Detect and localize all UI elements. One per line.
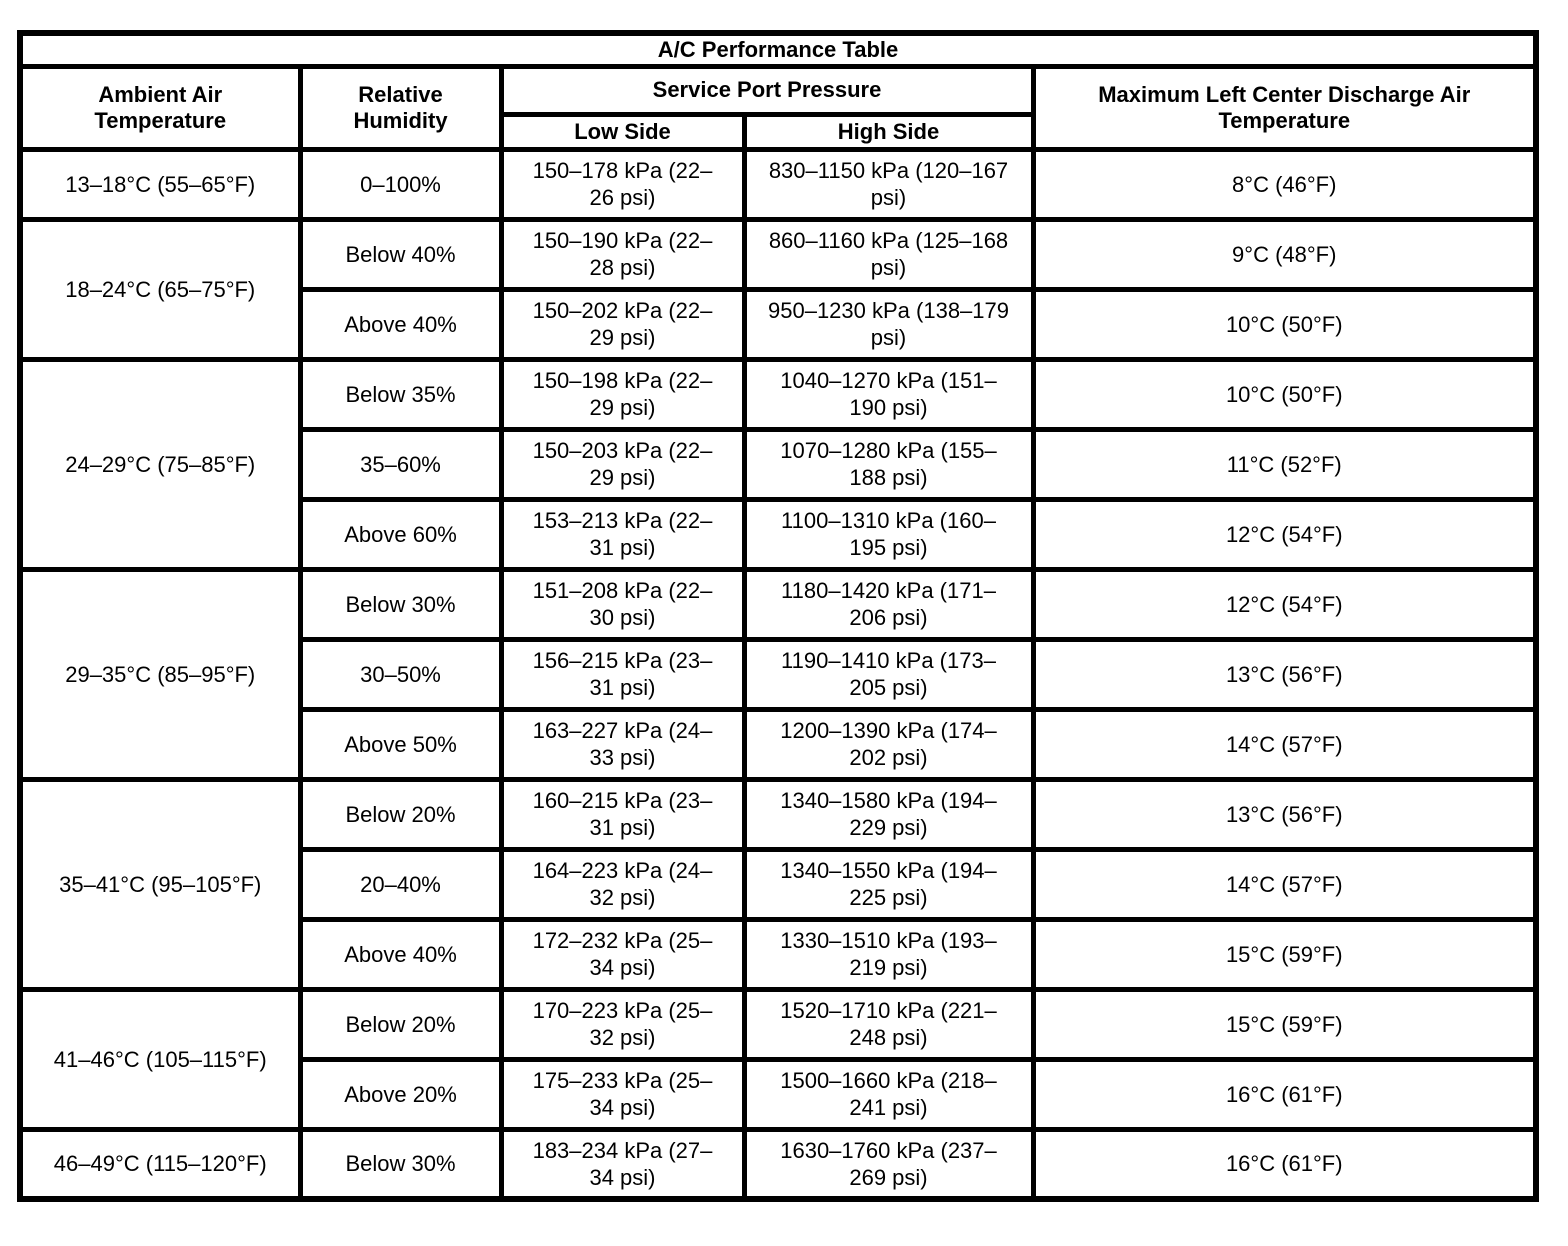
table-body: 13–18°C (55–65°F) 0–100% 150–178 kPa (22– … xyxy=(17,146,1539,1202)
low-side-pressure-cell: 150–190 kPa (22– 28 psi) xyxy=(498,216,747,292)
ambient-temperature-cell: 29–35°C (85–95°F) xyxy=(17,566,303,782)
header-row-top: Ambient Air Temperature Relative Humidit… xyxy=(17,63,1539,152)
discharge-temperature-cell: 10°C (50°F) xyxy=(1030,356,1539,432)
high-side-pressure-cell: 1180–1420 kPa (171– 206 psi) xyxy=(741,566,1036,642)
ambient-temperature-cell: 18–24°C (65–75°F) xyxy=(17,216,303,362)
high-side-pressure-cell: 1070–1280 kPa (155– 188 psi) xyxy=(741,426,1036,502)
relative-humidity-cell: Below 30% xyxy=(297,1126,504,1202)
header-max-discharge-temperature: Maximum Left Center Discharge Air Temper… xyxy=(1030,63,1539,152)
relative-humidity-cell: Above 40% xyxy=(297,916,504,992)
relative-humidity-cell: 20–40% xyxy=(297,846,504,922)
discharge-temperature-cell: 10°C (50°F) xyxy=(1030,286,1539,362)
high-side-pressure-cell: 1190–1410 kPa (173– 205 psi) xyxy=(741,636,1036,712)
discharge-temperature-cell: 14°C (57°F) xyxy=(1030,706,1539,782)
low-side-pressure-cell: 183–234 kPa (27– 34 psi) xyxy=(498,1126,747,1202)
table-row: 18–24°C (65–75°F) Below 40% 150–190 kPa (2… xyxy=(17,216,1539,362)
high-side-pressure-cell: 1340–1580 kPa (194– 229 psi) xyxy=(741,776,1036,852)
header-row-sub: Low Side High Side xyxy=(20,111,1536,152)
relative-humidity-cell: Below 30% xyxy=(297,566,504,642)
high-side-pressure-cell: 860–1160 kPa (125–168 psi) xyxy=(741,216,1036,292)
relative-humidity-cell: Above 20% xyxy=(297,1056,504,1132)
low-side-pressure-cell: 150–198 kPa (22– 29 psi) xyxy=(498,356,747,432)
table-row: Above 40% 172–232 kPa (25– 34 psi) 1330–15… xyxy=(20,916,1539,992)
low-side-pressure-cell: 164–223 kPa (24– 32 psi) xyxy=(498,846,747,922)
table-row: Above 40% 150–202 kPa (22– 29 psi) 950–123… xyxy=(20,286,1539,362)
high-side-pressure-cell: 1200–1390 kPa (174– 202 psi) xyxy=(741,706,1036,782)
high-side-pressure-cell: 950–1230 kPa (138–179 psi) xyxy=(741,286,1036,362)
header-high-side: High Side xyxy=(741,111,1036,152)
high-side-pressure-cell: 1340–1550 kPa (194– 225 psi) xyxy=(741,846,1036,922)
header-low-side: Low Side xyxy=(498,111,747,152)
relative-humidity-cell: Above 50% xyxy=(297,706,504,782)
table-row: 13–18°C (55–65°F) 0–100% 150–178 kPa (22– … xyxy=(17,146,1539,222)
relative-humidity-cell: 35–60% xyxy=(297,426,504,502)
title-row: A/C Performance Table xyxy=(17,30,1539,69)
discharge-temperature-cell: 14°C (57°F) xyxy=(1030,846,1539,922)
header-service-port-pressure: Service Port Pressure xyxy=(498,63,1036,117)
high-side-pressure-cell: 1500–1660 kPa (218– 241 psi) xyxy=(741,1056,1036,1132)
relative-humidity-cell: Above 40% xyxy=(297,286,504,362)
low-side-pressure-cell: 170–223 kPa (25– 32 psi) xyxy=(498,986,747,1062)
low-side-pressure-cell: 163–227 kPa (24– 33 psi) xyxy=(498,706,747,782)
discharge-temperature-cell: 8°C (46°F) xyxy=(1030,146,1539,222)
table-row: 41–46°C (105–115°F) Below 20% 170–223 kPa … xyxy=(17,986,1539,1132)
table-row: 35–41°C (95–105°F) Below 20% 160–215 kPa (… xyxy=(17,776,1539,992)
table-row: 30–50% 156–215 kPa (23– 31 psi) 1190–1410 … xyxy=(20,636,1539,712)
high-side-pressure-cell: 1630–1760 kPa (237– 269 psi) xyxy=(741,1126,1036,1202)
table-row: Above 50% 163–227 kPa (24– 33 psi) 1200–13… xyxy=(20,706,1539,782)
ambient-temperature-cell: 24–29°C (75–85°F) xyxy=(17,356,303,572)
discharge-temperature-cell: 16°C (61°F) xyxy=(1030,1126,1539,1202)
table-row: 29–35°C (85–95°F) Below 30% 151–208 kPa (2… xyxy=(17,566,1539,782)
high-side-pressure-cell: 1100–1310 kPa (160– 195 psi) xyxy=(741,496,1036,572)
discharge-temperature-cell: 12°C (54°F) xyxy=(1030,496,1539,572)
high-side-pressure-cell: 1520–1710 kPa (221– 248 psi) xyxy=(741,986,1036,1062)
table-row: Above 20% 175–233 kPa (25– 34 psi) 1500–16… xyxy=(20,1056,1539,1132)
high-side-pressure-cell: 1330–1510 kPa (193– 219 psi) xyxy=(741,916,1036,992)
table-title: A/C Performance Table xyxy=(17,30,1539,69)
discharge-temperature-cell: 9°C (48°F) xyxy=(1030,216,1539,292)
relative-humidity-cell: Above 60% xyxy=(297,496,504,572)
table-row: 24–29°C (75–85°F) Below 35% 150–198 kPa (2… xyxy=(17,356,1539,572)
high-side-pressure-cell: 1040–1270 kPa (151– 190 psi) xyxy=(741,356,1036,432)
relative-humidity-cell: Below 35% xyxy=(297,356,504,432)
low-side-pressure-cell: 172–232 kPa (25– 34 psi) xyxy=(498,916,747,992)
table-row: 20–40% 164–223 kPa (24– 32 psi) 1340–1550 … xyxy=(20,846,1539,922)
low-side-pressure-cell: 150–178 kPa (22– 26 psi) xyxy=(498,146,747,222)
low-side-pressure-cell: 153–213 kPa (22– 31 psi) xyxy=(498,496,747,572)
ac-performance-table: A/C Performance Table Ambient Air Temper… xyxy=(17,30,1540,1203)
table-row: 35–60% 150–203 kPa (22– 29 psi) 1070–1280 … xyxy=(20,426,1539,502)
relative-humidity-cell: Below 20% xyxy=(297,776,504,852)
relative-humidity-cell: Below 20% xyxy=(297,986,504,1062)
low-side-pressure-cell: 150–202 kPa (22– 29 psi) xyxy=(498,286,747,362)
ambient-temperature-cell: 46–49°C (115–120°F) xyxy=(17,1126,303,1202)
discharge-temperature-cell: 15°C (59°F) xyxy=(1030,986,1539,1062)
relative-humidity-cell: 30–50% xyxy=(297,636,504,712)
low-side-pressure-cell: 150–203 kPa (22– 29 psi) xyxy=(498,426,747,502)
table-row: 46–49°C (115–120°F) Below 30% 183–234 kPa … xyxy=(17,1126,1539,1202)
discharge-temperature-cell: 15°C (59°F) xyxy=(1030,916,1539,992)
low-side-pressure-cell: 156–215 kPa (23– 31 psi) xyxy=(498,636,747,712)
ambient-temperature-cell: 35–41°C (95–105°F) xyxy=(17,776,303,992)
table-row: Above 60% 153–213 kPa (22– 31 psi) 1100–13… xyxy=(20,496,1539,572)
relative-humidity-cell: Below 40% xyxy=(297,216,504,292)
discharge-temperature-cell: 13°C (56°F) xyxy=(1030,776,1539,852)
ambient-temperature-cell: 41–46°C (105–115°F) xyxy=(17,986,303,1132)
header-ambient-air-temperature: Ambient Air Temperature xyxy=(17,63,303,152)
low-side-pressure-cell: 175–233 kPa (25– 34 psi) xyxy=(498,1056,747,1132)
discharge-temperature-cell: 12°C (54°F) xyxy=(1030,566,1539,642)
discharge-temperature-cell: 13°C (56°F) xyxy=(1030,636,1539,712)
discharge-temperature-cell: 16°C (61°F) xyxy=(1030,1056,1539,1132)
header-relative-humidity: Relative Humidity xyxy=(297,63,504,152)
relative-humidity-cell: 0–100% xyxy=(297,146,504,222)
discharge-temperature-cell: 11°C (52°F) xyxy=(1030,426,1539,502)
ambient-temperature-cell: 13–18°C (55–65°F) xyxy=(17,146,303,222)
low-side-pressure-cell: 151–208 kPa (22– 30 psi) xyxy=(498,566,747,642)
high-side-pressure-cell: 830–1150 kPa (120–167 psi) xyxy=(741,146,1036,222)
low-side-pressure-cell: 160–215 kPa (23– 31 psi) xyxy=(498,776,747,852)
